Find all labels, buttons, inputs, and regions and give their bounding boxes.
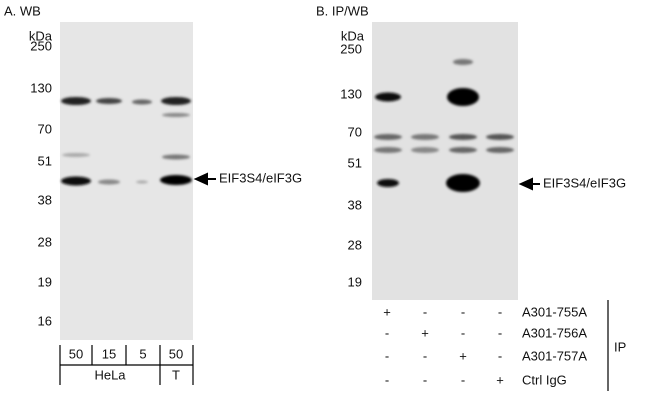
ip-mark: - xyxy=(461,304,465,319)
group-label: T xyxy=(172,367,180,382)
marker-label: 70 xyxy=(348,124,362,139)
ip-mark: - xyxy=(498,304,502,319)
ip-mark: - xyxy=(461,325,465,340)
marker-label: 19 xyxy=(38,274,52,289)
group-label: HeLa xyxy=(94,367,126,382)
ip-mark: + xyxy=(496,372,504,387)
ip-mark: - xyxy=(385,348,389,363)
ip-mark: - xyxy=(385,325,389,340)
marker-label: 51 xyxy=(38,153,52,168)
lane-label: 5 xyxy=(139,346,146,361)
panel-label: A. WB xyxy=(4,3,41,18)
unit-label: kDa xyxy=(29,28,53,43)
ip-mark: - xyxy=(498,348,502,363)
blot-b xyxy=(372,22,518,300)
ip-mark: - xyxy=(423,348,427,363)
row-label: A301-757A xyxy=(522,348,587,363)
marker-label: 16 xyxy=(38,313,52,328)
marker-label: 130 xyxy=(30,80,52,95)
unit-label: kDa xyxy=(341,28,365,43)
lane-table xyxy=(59,345,194,385)
marker-label: 38 xyxy=(348,197,362,212)
bands-b xyxy=(374,59,514,192)
arrow xyxy=(193,172,216,186)
row-label: Ctrl IgG xyxy=(522,372,567,387)
marker-label: 70 xyxy=(38,121,52,136)
panel-label: B. IP/WB xyxy=(316,3,369,18)
side-label: IP xyxy=(614,339,626,354)
lane-label: 15 xyxy=(102,346,116,361)
marker-label: 28 xyxy=(38,234,52,249)
ip-mark: + xyxy=(383,304,391,319)
ip-mark: - xyxy=(461,372,465,387)
ip-mark: + xyxy=(459,348,467,363)
ip-mark: - xyxy=(385,372,389,387)
ip-mark: - xyxy=(423,372,427,387)
bands-a xyxy=(61,97,192,186)
marker-label: 38 xyxy=(38,192,52,207)
ip-mark: - xyxy=(498,325,502,340)
marker-label: 250 xyxy=(340,41,362,56)
marker-label: 130 xyxy=(340,86,362,101)
marker-label: 250 xyxy=(30,38,52,53)
ip-mark: - xyxy=(423,304,427,319)
lane-label: 50 xyxy=(169,346,183,361)
arrow-label: EIF3S4/eIF3G xyxy=(543,175,626,190)
row-label: A301-756A xyxy=(522,325,587,340)
row-label: A301-755A xyxy=(522,304,587,319)
ip-mark: + xyxy=(421,325,429,340)
marker-label: 28 xyxy=(348,237,362,252)
arrow xyxy=(518,177,540,191)
marker-label: 19 xyxy=(348,274,362,289)
lane-label: 50 xyxy=(69,346,83,361)
marker-label: 51 xyxy=(348,155,362,170)
arrow-label: EIF3S4/eIF3G xyxy=(219,170,302,185)
